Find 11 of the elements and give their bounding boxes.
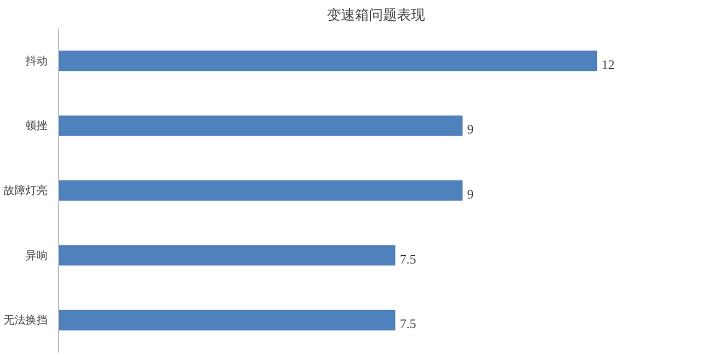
y-tick-label: 异响 xyxy=(26,248,48,262)
data-label: 9 xyxy=(467,186,474,202)
data-label: 9 xyxy=(467,122,474,137)
data-label: 7.5 xyxy=(400,316,416,332)
y-tick-label: 故障灯亮 xyxy=(4,184,48,197)
y-tick-label: 抖动 xyxy=(24,54,48,68)
data-label: 12 xyxy=(602,56,615,72)
y-tick-label: 无法换挡 xyxy=(4,314,48,327)
y-tick-label: 顿挫 xyxy=(26,119,48,132)
chart-title: 变速箱问题表现 xyxy=(327,8,425,24)
data-label: 7.5 xyxy=(400,251,416,266)
